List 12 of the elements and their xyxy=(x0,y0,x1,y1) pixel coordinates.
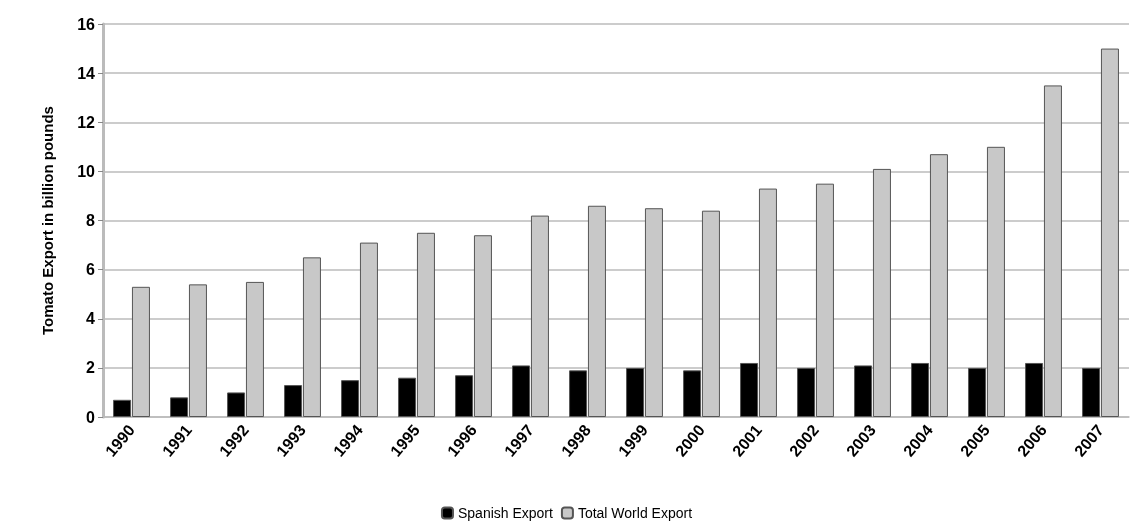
y-axis-title: Tomato Export in billion pounds xyxy=(39,106,56,335)
y-tick-label: 16 xyxy=(77,15,96,33)
y-tick-label: 12 xyxy=(77,113,96,131)
y-tick-label: 2 xyxy=(86,359,96,377)
y-tick-label: 4 xyxy=(86,310,96,328)
legend-label: Spanish Export xyxy=(457,505,554,521)
y-tick-label: 6 xyxy=(86,261,96,279)
y-tick-label: 10 xyxy=(77,162,96,180)
y-tick-label: 0 xyxy=(86,408,96,426)
y-tick-label: 14 xyxy=(77,64,96,82)
legend-label: Total World Export xyxy=(577,505,693,521)
y-tick-label: 8 xyxy=(86,212,96,229)
